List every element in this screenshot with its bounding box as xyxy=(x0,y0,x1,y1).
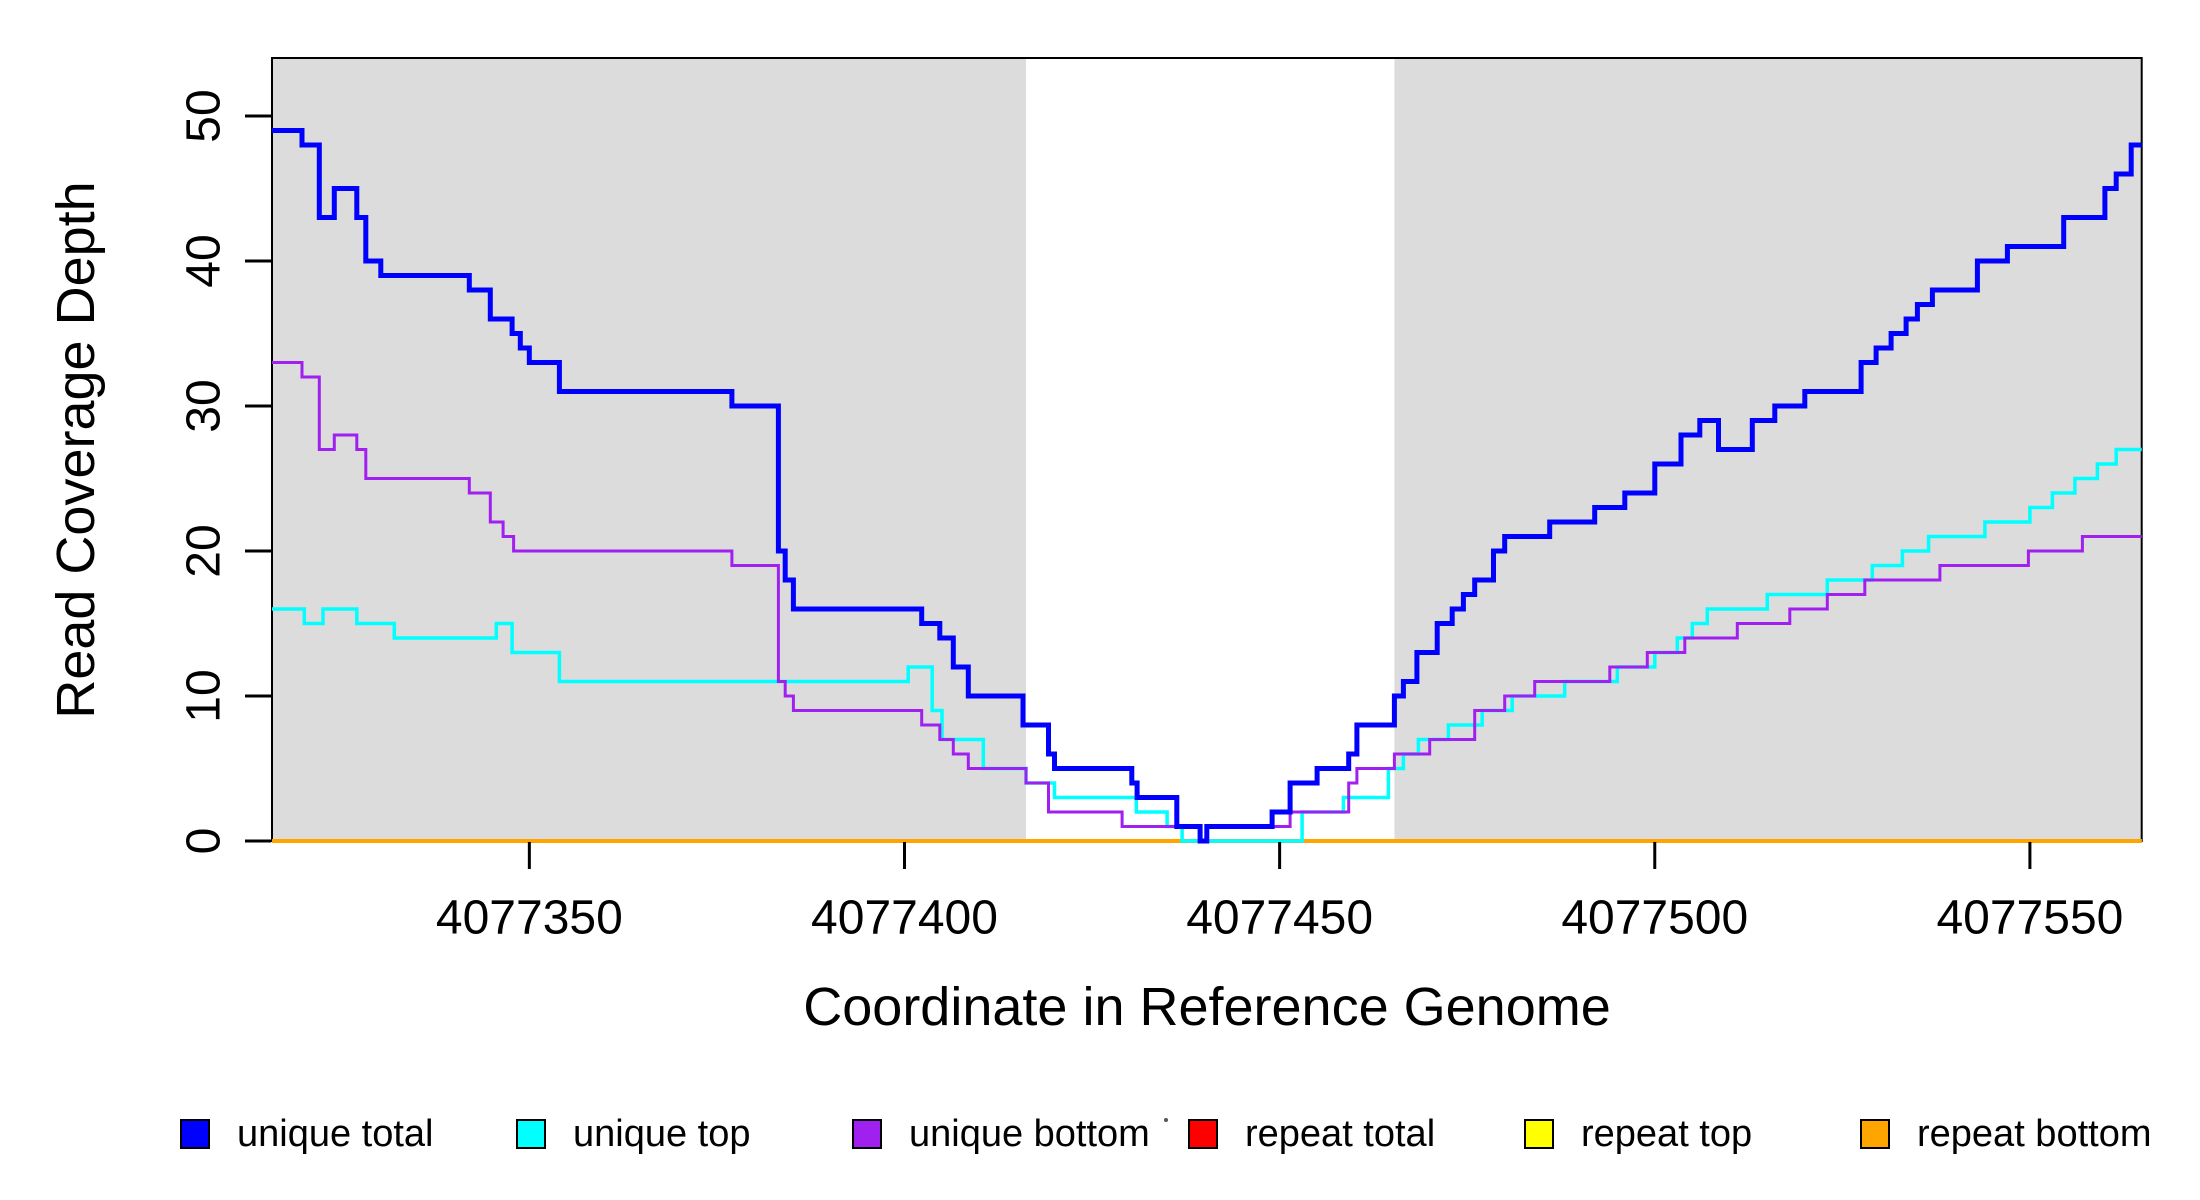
y-tick-label: 0 xyxy=(177,827,231,855)
series-line-unique-bottom xyxy=(272,361,2142,843)
legend-label-unique-top: unique top xyxy=(573,1112,751,1155)
x-tick-label: 4077550 xyxy=(1936,891,2124,945)
legend-label-unique-bottom: unique bottom xyxy=(909,1112,1150,1155)
legend-item-repeat-total: repeat total xyxy=(1188,1113,1435,1155)
legend-label-repeat-bottom: repeat bottom xyxy=(1917,1112,2152,1155)
legend-item-unique-bottom: unique bottom xyxy=(852,1113,1150,1155)
x-tick-label: 4077400 xyxy=(811,891,998,945)
legend-swatch-repeat-bottom xyxy=(1860,1119,1890,1149)
legend-swatch-unique-bottom xyxy=(852,1119,882,1149)
legend-label-repeat-top: repeat top xyxy=(1581,1112,1753,1155)
series-line-unique-total xyxy=(272,128,2142,844)
y-tick-label: 10 xyxy=(177,669,231,723)
left-gray-region xyxy=(272,58,1027,841)
legend-swatch-repeat-top xyxy=(1524,1119,1554,1149)
x-tick-label: 4077350 xyxy=(435,891,623,945)
legend-swatch-unique-top xyxy=(516,1119,546,1149)
y-tick-label: 20 xyxy=(177,524,231,578)
x-tick-label: 4077500 xyxy=(1561,891,1749,945)
series-line-unique-top xyxy=(272,447,2142,843)
right-gray-region xyxy=(1394,58,2142,841)
stray-dot xyxy=(1164,1118,1168,1122)
legend-item-repeat-top: repeat top xyxy=(1524,1113,1752,1155)
y-tick-label: 30 xyxy=(177,379,231,433)
y-axis-title: Read Coverage Depth xyxy=(46,181,106,719)
legend-label-repeat-total: repeat total xyxy=(1245,1112,1436,1155)
legend-swatch-repeat-total xyxy=(1188,1119,1218,1149)
x-tick-label: 4077450 xyxy=(1186,891,1374,945)
legend-item-unique-top: unique top xyxy=(516,1113,751,1155)
y-tick-label: 50 xyxy=(177,89,231,143)
legend-label-unique-total: unique total xyxy=(237,1112,434,1155)
legend-item-unique-total: unique total xyxy=(180,1113,434,1155)
legend-swatch-unique-total xyxy=(180,1119,210,1149)
legend-item-repeat-bottom: repeat bottom xyxy=(1860,1113,2151,1155)
x-axis-title: Coordinate in Reference Genome xyxy=(803,977,1611,1037)
y-tick-label: 40 xyxy=(177,234,231,288)
